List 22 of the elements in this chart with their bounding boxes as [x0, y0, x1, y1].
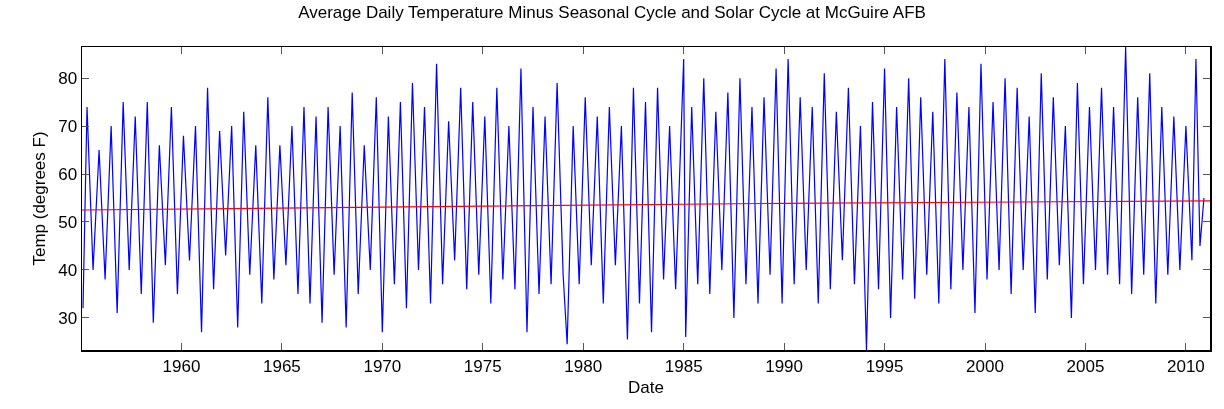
x-tick-label: 1975: [463, 356, 502, 376]
x-tick-label: 1960: [162, 356, 201, 376]
x-tick-label: 1970: [363, 356, 402, 376]
x-axis-title: Date: [628, 378, 664, 398]
y-tick-label: 70: [58, 117, 78, 137]
line-series: [82, 47, 1205, 350]
x-tick-label: 1985: [664, 356, 703, 376]
line-series: [82, 200, 1210, 211]
x-tick-label: 1995: [865, 356, 904, 376]
y-tick-label: 60: [58, 165, 78, 184]
y-tick-label: 50: [58, 212, 78, 232]
x-tick-label: 1980: [564, 356, 603, 376]
y-axis-title: Temp (degrees F): [29, 131, 49, 266]
y-tick-label: 40: [58, 260, 78, 280]
y-tick-label: 30: [58, 308, 78, 328]
x-tick-label: 2005: [1066, 356, 1105, 376]
y-tick-label: 80: [58, 69, 78, 89]
x-tick-label: 2000: [966, 356, 1004, 376]
x-tick-label: 2010: [1166, 356, 1205, 376]
x-tick-label: 1990: [765, 356, 804, 376]
x-tick-label: 1965: [262, 356, 301, 376]
chart-title: Average Daily Temperature Minus Seasonal Cycle and Solar Cycle at McGuire AFB: [298, 3, 926, 23]
